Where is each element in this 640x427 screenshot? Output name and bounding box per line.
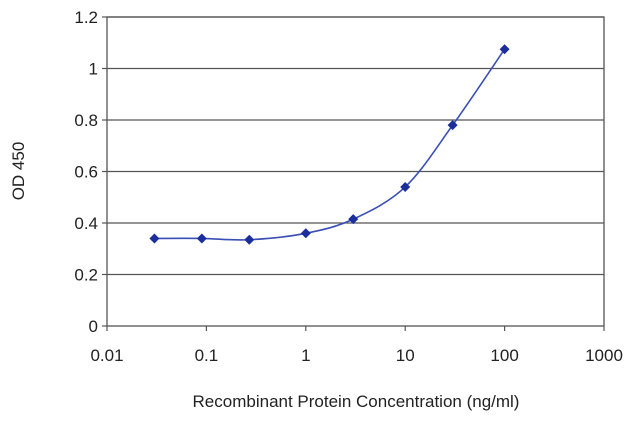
y-tick-label: 0.2 <box>74 266 98 285</box>
data-point <box>447 120 458 131</box>
data-point <box>196 233 207 244</box>
grid-lines <box>107 16 604 276</box>
y-tick-label: 0 <box>89 317 98 336</box>
x-axis-title: Recombinant Protein Concentration (ng/ml… <box>193 392 520 411</box>
data-point <box>149 233 160 244</box>
data-series <box>149 44 510 245</box>
x-tick-label: 0.1 <box>195 346 219 365</box>
x-tick-label: 10 <box>396 346 415 365</box>
y-axis-title: OD 450 <box>9 142 28 201</box>
data-point <box>348 214 359 225</box>
x-tick-label: 100 <box>490 346 518 365</box>
data-point <box>300 228 311 239</box>
x-tick-label: 1000 <box>585 346 623 365</box>
x-tick-labels: 0.01 0.1 1 10 100 1000 <box>90 346 622 365</box>
series-line <box>154 48 506 241</box>
data-point <box>400 181 411 192</box>
data-point <box>499 44 510 55</box>
axes <box>102 16 605 331</box>
y-tick-label: 0.4 <box>74 214 98 233</box>
y-tick-label: 0.6 <box>74 163 98 182</box>
data-point <box>244 234 255 245</box>
plot-frame <box>106 16 605 327</box>
y-tick-label: 1 <box>89 60 98 79</box>
x-tick-label: 0.01 <box>90 346 123 365</box>
y-tick-label: 1.2 <box>74 8 98 27</box>
y-tick-labels: 0 0.2 0.4 0.6 0.8 1 1.2 <box>74 8 98 336</box>
y-tick-label: 0.8 <box>74 111 98 130</box>
x-tick-label: 1 <box>301 346 310 365</box>
